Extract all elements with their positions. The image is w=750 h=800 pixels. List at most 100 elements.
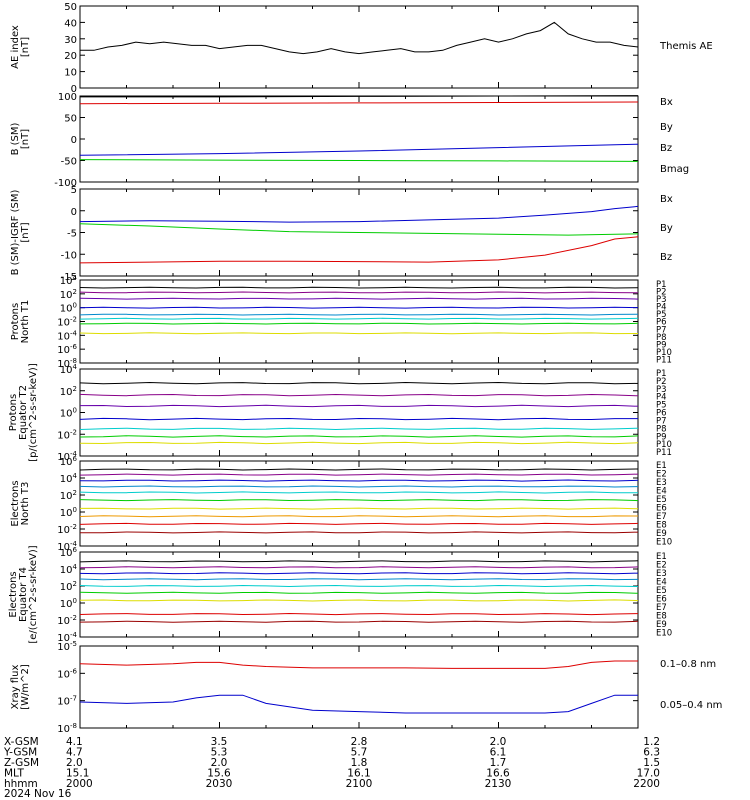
panel-frame <box>79 5 639 89</box>
series-line-P4 <box>79 417 638 421</box>
panel-bigrf: B (SM)-IGRF (SM) [nT] <box>10 188 639 277</box>
ephemeris-value: 2.8 <box>351 736 368 748</box>
y-tick-label: 100 <box>60 302 77 315</box>
y-axis-label: [nT] <box>20 129 31 149</box>
ephemeris-label: hhmm <box>4 778 38 790</box>
legend-entry: P1 <box>656 280 667 290</box>
ephemeris-value: 6.3 <box>643 747 660 759</box>
legend-entry: P9 <box>656 340 667 350</box>
panel-frame <box>79 645 639 729</box>
y-tick-label: 102 <box>60 288 77 301</box>
legend-by: By <box>660 122 673 133</box>
legend-entry: E10 <box>656 538 672 548</box>
y-tick-label: 10-4 <box>57 631 77 644</box>
legend-entry: E10 <box>656 629 672 639</box>
legend-entry: P10 <box>656 440 672 450</box>
y-axis-label: [W/m^2] <box>20 664 31 710</box>
y-axis-label: B (SM)-IGRF (SM) <box>10 190 21 276</box>
y-axis-label: Protons <box>10 303 21 340</box>
y-tick-label: 10-4 <box>57 329 77 342</box>
series-line-E4 <box>79 578 639 581</box>
series-line-P8 <box>79 332 639 335</box>
legend-entry: E3 <box>656 569 667 579</box>
series-line-E5 <box>79 584 639 588</box>
series-line-E2 <box>79 473 639 476</box>
legend-entry: E2 <box>656 470 667 480</box>
y-tick-label: -50 <box>61 157 77 168</box>
ephemeris-value: 5.7 <box>351 747 368 759</box>
legend-entry: P6 <box>656 409 667 419</box>
y-tick-label: 10-2 <box>57 523 77 536</box>
legend-entry: E8 <box>656 612 667 622</box>
ephemeris-value: 4.1 <box>66 736 83 748</box>
legend-entry: E6 <box>656 504 667 514</box>
legend-entry: P5 <box>656 401 667 411</box>
ephemeris-value: 2.0 <box>211 757 228 769</box>
series-line-E9 <box>79 522 639 525</box>
legend-entry: P3 <box>656 385 667 395</box>
legend-entry: P4 <box>656 393 667 403</box>
legend-bz: Bz <box>660 143 672 154</box>
y-tick-label: 10-6 <box>57 343 77 356</box>
y-tick-label: 20 <box>64 51 77 62</box>
y-tick-label: 10-2 <box>57 316 77 329</box>
ephemeris-value: 5.3 <box>211 747 228 759</box>
panel-ae: AE index [nT] <box>10 5 639 89</box>
y-tick-label: 104 <box>60 472 78 485</box>
ephemeris-value: 2100 <box>346 778 373 790</box>
legend-entry: P11 <box>656 355 672 365</box>
y-tick-label: 100 <box>60 407 77 420</box>
y-tick-label: 40 <box>64 18 77 29</box>
y-tick-label: 10-8 <box>57 357 77 370</box>
y-tick-label: 106 <box>60 546 78 559</box>
series-line-P2 <box>79 393 639 397</box>
y-axis-label: Xray flux <box>10 665 21 710</box>
y-tick-label: 10-2 <box>57 428 77 441</box>
legend-entry: P10 <box>656 348 672 358</box>
series-line-Bx <box>79 143 639 156</box>
y-tick-label: 10-8 <box>57 722 77 735</box>
y-tick-label: 100 <box>58 92 77 103</box>
y-tick-label: 0 <box>71 135 77 146</box>
legend-xray-high: 0.05–0.4 nm <box>660 700 722 711</box>
legend-entry: E1 <box>656 461 667 471</box>
ephemeris-value: 2130 <box>485 778 512 790</box>
series-line-Bz <box>79 101 639 105</box>
y-tick-label: -100 <box>54 178 77 189</box>
series-line-P2 <box>79 291 639 294</box>
ephemeris-value: 6.1 <box>490 747 507 759</box>
legend-entry: E6 <box>656 595 667 605</box>
ephemeris-value: 1.5 <box>643 757 660 769</box>
series-line-Bmag <box>80 95 639 98</box>
series-line-P3 <box>79 404 639 408</box>
ephemeris-value: 2030 <box>206 778 233 790</box>
legend-entry: P5 <box>656 310 667 320</box>
series-line-E3 <box>79 572 639 575</box>
y-axis-label: Equator T4 <box>18 567 29 622</box>
legend-entry: E4 <box>656 487 667 497</box>
ephemeris-value: 2.0 <box>490 736 507 748</box>
series-line-P6 <box>79 317 639 320</box>
y-tick-label: 104 <box>60 363 78 376</box>
y-axis-label: [p/(cm^2-s-sr-keV)] <box>28 363 39 462</box>
y-tick-label: 10-4 <box>57 450 77 463</box>
ephemeris-label: Y-GSM <box>3 747 37 759</box>
y-tick-label: 100 <box>60 597 77 610</box>
y-axis-label: B (SM) <box>10 122 21 155</box>
ephemeris-value: 1.2 <box>643 736 660 748</box>
series-line-P5 <box>79 313 639 316</box>
series-line-0.1-0.8 nm <box>79 660 638 669</box>
ephemeris-label: MLT <box>4 768 24 780</box>
legend-entry: P7 <box>656 325 667 335</box>
panel-peq: Protons Equator T2 [p/(cm^2-s-sr-keV)] P1P2… <box>8 363 672 462</box>
legend-entry: P2 <box>656 288 667 298</box>
y-axis-label: [nT] <box>20 37 31 57</box>
y-axis-label: Electrons <box>8 571 19 617</box>
panel-xray: Xray flux [W/m^2] <box>10 645 639 729</box>
legend-entry: P11 <box>656 448 672 458</box>
series-line-E7 <box>79 599 639 602</box>
panel-bsm: B (SM) [nT] <box>10 95 639 183</box>
series-line-Bz <box>79 236 639 264</box>
